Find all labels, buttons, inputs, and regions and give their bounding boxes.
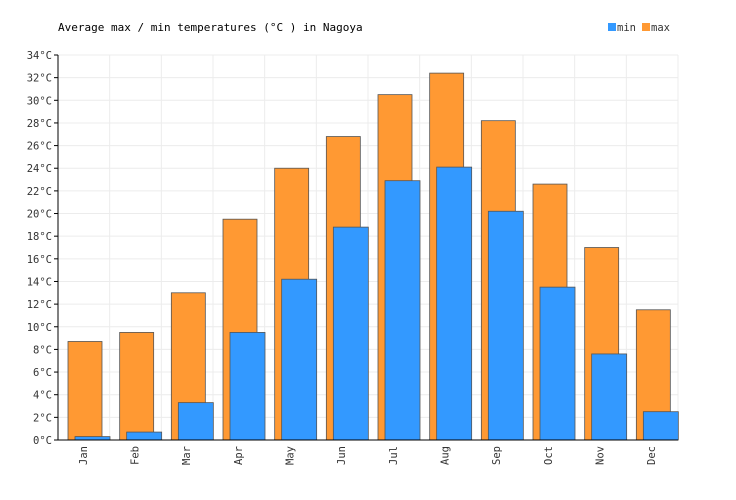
y-tick-label: 2°C <box>33 412 52 424</box>
legend-swatch-min <box>608 23 616 31</box>
bar-min-jul <box>384 180 421 441</box>
y-tick-label: 20°C <box>27 209 52 221</box>
legend-label-max: max <box>651 22 670 34</box>
x-tick-label: Sep <box>491 446 503 465</box>
y-tick-label: 22°C <box>27 186 52 198</box>
x-tick-label: May <box>285 446 297 465</box>
y-tick-label: 10°C <box>27 322 52 334</box>
x-tick-label: Aug <box>440 446 452 465</box>
y-tick-label: 8°C <box>33 344 52 356</box>
bar-min-may <box>281 278 318 441</box>
x-tick-label: Mar <box>181 446 193 465</box>
y-tick-label: 32°C <box>27 73 52 85</box>
x-tick-label: Jun <box>336 446 348 465</box>
bar-min-mar <box>177 402 214 441</box>
y-tick-label: 12°C <box>27 299 52 311</box>
bar-min-oct <box>539 286 576 441</box>
x-tick-label: Dec <box>646 446 658 465</box>
y-tick-label: 26°C <box>27 141 52 153</box>
y-tick-label: 4°C <box>33 390 52 402</box>
y-tick-label: 30°C <box>27 95 52 107</box>
x-tick-label: Nov <box>595 446 607 465</box>
y-tick-label: 6°C <box>33 367 52 379</box>
legend: min max <box>608 22 670 34</box>
bar-min-dec <box>642 411 679 441</box>
bar-min-aug <box>436 166 473 441</box>
y-tick-label: 14°C <box>27 276 52 288</box>
legend-label-min: min <box>617 22 636 34</box>
x-tick-label: Oct <box>543 446 555 465</box>
y-tick-label: 16°C <box>27 254 52 266</box>
axes <box>54 54 678 441</box>
bar-min-sep <box>487 210 524 441</box>
y-tick-label: 18°C <box>27 231 52 243</box>
max-series <box>67 72 671 441</box>
chart-title: Average max / min temperatures (°C ) in … <box>58 21 363 34</box>
y-tick-label: 24°C <box>27 163 52 175</box>
bar-min-jan <box>74 436 111 441</box>
bar-min-feb <box>126 431 163 441</box>
x-tick-label: Jul <box>388 446 400 465</box>
bar-max-jan <box>67 341 103 441</box>
y-tick-label: 34°C <box>27 50 52 62</box>
y-tick-label: 28°C <box>27 118 52 130</box>
y-tick-label: 0°C <box>33 435 52 447</box>
y-axis-tick-labels: 0°C 2°C 4°C 6°C 8°C 10°C 12°C 14°C 16°C 18°C 20°C 2… <box>27 50 52 447</box>
bar-min-jun <box>332 226 369 441</box>
legend-swatch-max <box>642 23 650 31</box>
bar-min-nov <box>591 353 628 441</box>
x-tick-label: Feb <box>130 446 142 465</box>
bar-max-feb <box>119 332 155 441</box>
x-tick-label: Jan <box>78 446 90 465</box>
bar-min-apr <box>229 332 266 441</box>
min-series <box>74 166 679 441</box>
x-tick-label: Apr <box>233 446 245 465</box>
x-axis-tick-labels: Jan Feb Mar Apr May Jun Jul Aug Sep Oct Nov Dec <box>78 446 658 465</box>
